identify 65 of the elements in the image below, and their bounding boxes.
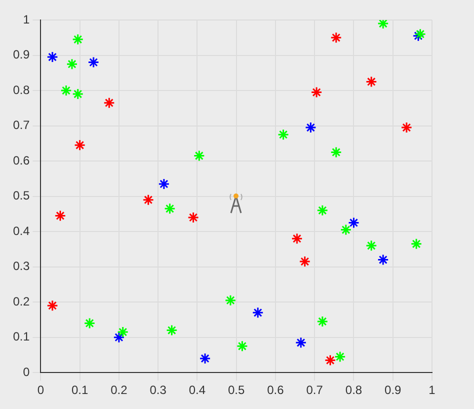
point	[54, 210, 66, 222]
x-tick-label: 0.6	[267, 383, 284, 398]
x-tick-label: 0.2	[110, 383, 128, 398]
point	[252, 306, 264, 318]
x-tick-label: 0.4	[188, 383, 206, 398]
point	[310, 86, 322, 98]
point	[366, 240, 378, 252]
point	[158, 178, 170, 190]
y-tick-label: 0.1	[12, 330, 30, 344]
x-tick-label: 1	[428, 383, 436, 398]
x-tick-label: 0.1	[71, 383, 88, 398]
point	[330, 146, 342, 158]
point	[304, 122, 316, 134]
point	[324, 354, 336, 366]
y-tick-label: 0.5	[12, 188, 30, 203]
point	[295, 336, 307, 348]
point	[278, 128, 290, 140]
point	[46, 51, 58, 63]
point	[377, 254, 389, 266]
point	[188, 212, 200, 224]
point	[117, 326, 129, 338]
x-tick-label: 0.3	[150, 383, 167, 398]
y-tick-label: 1	[22, 12, 30, 26]
point	[224, 294, 236, 306]
point	[88, 56, 100, 68]
point	[291, 232, 303, 244]
point	[377, 20, 389, 30]
point	[142, 194, 154, 206]
point	[299, 256, 311, 268]
point	[316, 204, 328, 216]
y-tick-label: 0.9	[12, 48, 30, 62]
point	[60, 84, 72, 96]
point	[366, 76, 378, 88]
x-tick-label: 0.7	[306, 383, 324, 398]
point	[410, 238, 422, 250]
point	[103, 97, 115, 109]
point	[316, 316, 328, 328]
y-tick-label: 0.8	[12, 82, 30, 97]
y-tick-label: 0	[22, 364, 30, 379]
point	[334, 350, 346, 362]
y-tick-label: 0.4	[12, 224, 30, 238]
point	[193, 150, 205, 162]
point	[164, 202, 176, 214]
point	[113, 332, 125, 344]
x-tick-label: 0.5	[228, 383, 246, 398]
point	[348, 216, 360, 228]
point	[236, 340, 248, 352]
point	[166, 324, 178, 336]
point	[74, 139, 86, 151]
point	[46, 300, 58, 312]
y-tick-label: 0.3	[12, 259, 30, 274]
y-tick-label: 0.6	[12, 153, 30, 168]
y-tick-label: 0.7	[12, 118, 30, 132]
point	[84, 317, 96, 329]
point	[340, 224, 352, 236]
x-tick-label: 0.9	[384, 383, 402, 398]
point	[400, 122, 412, 134]
point	[66, 58, 78, 70]
point	[330, 32, 342, 44]
y-tick-label: 0.2	[12, 294, 30, 308]
x-tick-label: 0.8	[345, 383, 362, 398]
point	[199, 352, 211, 364]
point	[72, 34, 84, 46]
x-tick-label: 0	[37, 383, 44, 398]
point	[72, 88, 84, 100]
